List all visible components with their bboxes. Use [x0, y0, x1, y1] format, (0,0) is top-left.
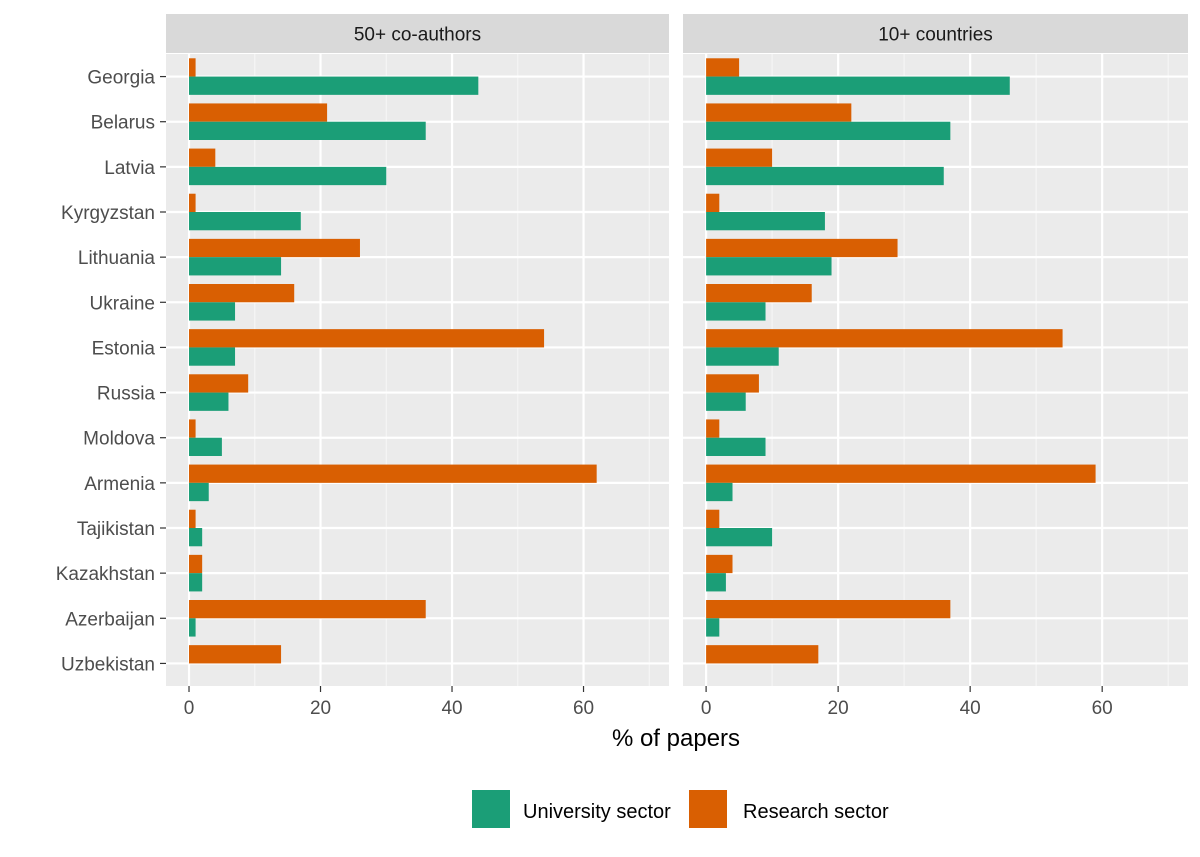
bar-university-russia: [706, 392, 746, 411]
x-tick-label: 0: [701, 698, 712, 719]
bar-university-ukraine: [189, 302, 236, 321]
bar-university-azerbaijan: [189, 618, 196, 637]
legend-key: [689, 790, 727, 828]
bar-research-azerbaijan: [706, 600, 951, 619]
bar-university-georgia: [189, 76, 479, 95]
chart-panels: 50+ co-authors 0 20 40 60 10+ countries 0 20 40 6…: [166, 14, 1188, 719]
bar-research-belarus: [706, 103, 852, 122]
bar-university-estonia: [706, 347, 779, 366]
bar-university-russia: [189, 392, 229, 411]
bar-research-estonia: [189, 329, 545, 348]
legend-label: University sector: [523, 801, 671, 823]
bar-research-estonia: [706, 329, 1063, 348]
y-tick-label-ukraine: Ukraine: [90, 293, 155, 314]
bar-research-moldova: [189, 419, 196, 438]
legend: University sector Research sector: [472, 790, 889, 828]
bar-research-uzbekistan: [706, 645, 819, 664]
bar-research-georgia: [189, 58, 196, 77]
bar-research-ukraine: [189, 284, 295, 303]
panel-10-countries: 10+ countries 0 20 40 60: [683, 14, 1188, 719]
y-axis-labels: Georgia Belarus Latvia Kyrgyzstan Lithuania U…: [56, 68, 166, 675]
x-tick-label: 40: [441, 698, 462, 719]
x-tick-label: 40: [960, 698, 981, 719]
bar-research-armenia: [706, 464, 1096, 483]
bar-research-moldova: [706, 419, 720, 438]
bar-university-belarus: [189, 121, 426, 140]
facet-strip: [683, 14, 1188, 53]
bar-university-georgia: [706, 76, 1010, 95]
bar-research-tajikistan: [706, 509, 720, 528]
bar-university-moldova: [706, 437, 766, 456]
bar-university-kyrgyzstan: [706, 212, 825, 231]
x-tick-label: 0: [184, 698, 195, 719]
bar-research-azerbaijan: [189, 600, 426, 619]
y-tick-label-russia: Russia: [97, 384, 156, 405]
bar-university-latvia: [189, 166, 387, 186]
bar-research-armenia: [189, 464, 597, 483]
bar-university-armenia: [189, 482, 209, 502]
bar-research-uzbekistan: [189, 645, 282, 664]
y-tick-label-moldova: Moldova: [83, 429, 155, 450]
y-tick-label-kazakhstan: Kazakhstan: [56, 564, 155, 585]
bar-university-latvia: [706, 166, 944, 186]
y-tick-label-uzbekistan: Uzbekistan: [61, 654, 155, 675]
bar-research-kazakhstan: [189, 554, 203, 574]
bar-research-latvia: [706, 148, 773, 167]
x-tick-label: 20: [310, 698, 331, 719]
y-tick-label-belarus: Belarus: [91, 113, 155, 134]
bar-research-lithuania: [189, 238, 360, 258]
y-tick-label-latvia: Latvia: [104, 158, 155, 179]
y-tick-label-azerbaijan: Azerbaijan: [65, 609, 155, 630]
y-tick-label-estonia: Estonia: [92, 338, 156, 359]
x-axis-title: % of papers: [612, 725, 740, 752]
bar-university-kazakhstan: [189, 573, 203, 592]
x-tick-label: 20: [828, 698, 849, 719]
bar-university-moldova: [189, 437, 222, 456]
bar-research-kyrgyzstan: [706, 193, 720, 212]
bar-university-lithuania: [189, 257, 282, 276]
bar-university-azerbaijan: [706, 618, 720, 637]
bar-university-tajikistan: [189, 528, 203, 547]
panel-50-co-authors: 50+ co-authors 0 20 40 60: [166, 14, 669, 719]
x-tick-label: 60: [1092, 698, 1113, 719]
y-tick-label-lithuania: Lithuania: [78, 248, 156, 269]
bar-research-latvia: [189, 148, 216, 167]
bar-university-tajikistan: [706, 528, 773, 547]
bar-university-ukraine: [706, 302, 766, 321]
bar-research-russia: [189, 374, 249, 393]
facet-title: 10+ countries: [878, 25, 993, 46]
legend-item-research-sector: Research sector: [689, 790, 889, 828]
facet-title: 50+ co-authors: [354, 25, 481, 46]
panel-background: [166, 54, 669, 686]
facet-strip: [166, 14, 669, 53]
legend-item-university-sector: University sector: [472, 790, 671, 828]
legend-label: Research sector: [743, 801, 889, 823]
bar-research-belarus: [189, 103, 328, 122]
bar-research-lithuania: [706, 238, 898, 258]
bar-university-lithuania: [706, 257, 832, 276]
bar-research-ukraine: [706, 284, 812, 303]
bar-research-kazakhstan: [706, 554, 733, 574]
y-tick-label-kyrgyzstan: Kyrgyzstan: [61, 203, 155, 224]
y-tick-label-armenia: Armenia: [84, 474, 155, 495]
bar-research-russia: [706, 374, 759, 393]
bar-research-tajikistan: [189, 509, 196, 528]
bar-university-estonia: [189, 347, 236, 366]
bar-university-kazakhstan: [706, 573, 726, 592]
bar-research-georgia: [706, 58, 740, 77]
legend-key: [472, 790, 510, 828]
bar-university-armenia: [706, 482, 733, 502]
x-tick-label: 60: [573, 698, 594, 719]
bar-university-kyrgyzstan: [189, 212, 301, 231]
bar-university-belarus: [706, 121, 951, 140]
y-tick-label-tajikistan: Tajikistan: [77, 519, 155, 540]
bar-research-kyrgyzstan: [189, 193, 196, 212]
y-tick-label-georgia: Georgia: [87, 68, 155, 89]
